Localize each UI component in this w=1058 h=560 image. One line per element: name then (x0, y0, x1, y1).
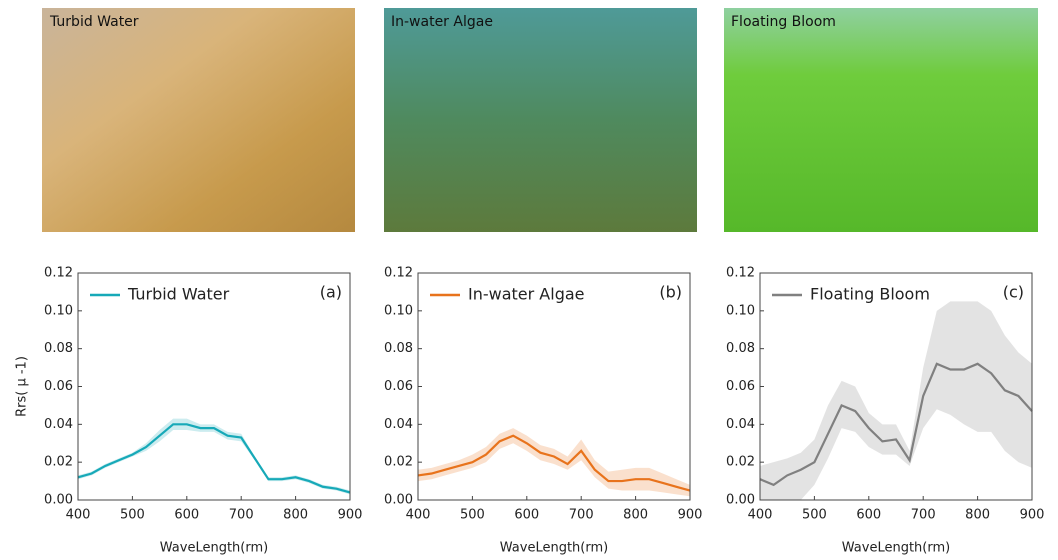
y-tick-label: 0.02 (44, 455, 73, 470)
panel-label: (b) (659, 283, 682, 302)
series-line (759, 362, 1033, 487)
y-tick-label: 0.10 (384, 303, 413, 318)
y-tick-label: 0.02 (726, 455, 755, 470)
y-tick-label: 0.12 (44, 266, 73, 281)
legend-text: Turbid Water (127, 285, 230, 304)
panel-label: (a) (320, 283, 342, 302)
photo-label: Floating Bloom (731, 14, 836, 30)
y-tick-label: 0.04 (384, 417, 413, 432)
x-tick-label: 600 (514, 508, 539, 523)
x-tick-label: 900 (1020, 508, 1045, 523)
y-axis-label: Rrs( μ -1) (15, 356, 30, 417)
series-line (77, 423, 351, 494)
y-tick-label: 0.06 (384, 379, 413, 394)
band (418, 428, 690, 497)
legend-text: Floating Bloom (810, 285, 930, 304)
y-tick-label: 0.10 (44, 303, 73, 318)
x-tick-label: 600 (174, 508, 199, 523)
y-tick-label: 0.00 (44, 493, 73, 508)
x-axis-label: WaveLength(rm) (500, 541, 608, 556)
y-tick-label: 0.08 (726, 341, 755, 356)
x-axis-label: WaveLength(rm) (160, 541, 268, 556)
plot-frame (77, 272, 351, 501)
x-tick-label: 700 (229, 508, 254, 523)
legend-text: In-water Algae (468, 285, 585, 304)
band (78, 418, 350, 495)
y-tick-label: 0.06 (44, 379, 73, 394)
y-tick-label: 0.02 (384, 455, 413, 470)
y-tick-label: 0.10 (726, 303, 755, 318)
x-tick-label: 700 (569, 508, 594, 523)
y-tick-label: 0.08 (384, 341, 413, 356)
y-tick-label: 0.08 (44, 341, 73, 356)
y-tick-label: 0.04 (44, 417, 73, 432)
y-tick-label: 0.06 (726, 379, 755, 394)
x-tick-label: 800 (623, 508, 648, 523)
x-tick-label: 800 (283, 508, 308, 523)
photo-label: Turbid Water (49, 14, 139, 30)
panel-label: (c) (1003, 283, 1024, 302)
x-tick-label: 600 (856, 508, 881, 523)
x-tick-label: 400 (406, 508, 431, 523)
x-tick-label: 400 (66, 508, 91, 523)
x-tick-label: 800 (965, 508, 990, 523)
y-tick-label: 0.00 (726, 493, 755, 508)
x-tick-label: 500 (802, 508, 827, 523)
band (760, 301, 1032, 500)
x-tick-label: 700 (911, 508, 936, 523)
y-tick-label: 0.12 (726, 266, 755, 281)
photo (724, 8, 1038, 232)
series-line (417, 434, 691, 492)
x-tick-label: 500 (120, 508, 145, 523)
x-tick-label: 500 (460, 508, 485, 523)
photo-label: In-water Algae (391, 14, 493, 30)
x-tick-label: 400 (748, 508, 773, 523)
y-tick-label: 0.12 (384, 266, 413, 281)
photo (42, 8, 355, 232)
y-tick-label: 0.04 (726, 417, 755, 432)
x-axis-label: WaveLength(rm) (842, 541, 950, 556)
y-tick-label: 0.00 (384, 493, 413, 508)
photo (384, 8, 697, 232)
x-tick-label: 900 (678, 508, 703, 523)
x-tick-label: 900 (338, 508, 363, 523)
